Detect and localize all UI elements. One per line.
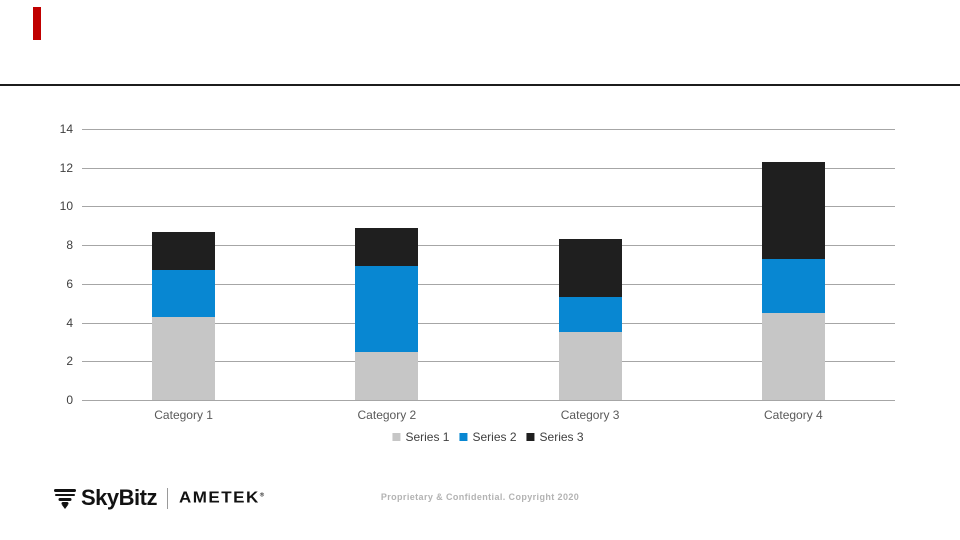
gridline — [82, 245, 895, 247]
bar-segment-series-1 — [152, 316, 216, 400]
bar-segment-series-3 — [355, 227, 419, 267]
legend-item: Series 1 — [392, 430, 449, 444]
legend-label: Series 1 — [405, 430, 450, 444]
bar-segment-series-2 — [152, 270, 216, 317]
category-label: Category 2 — [357, 408, 417, 422]
y-axis-tick-label: 6 — [66, 276, 73, 291]
legend-marker — [459, 433, 468, 441]
bar-segment-series-1 — [355, 351, 419, 400]
gridline — [82, 129, 895, 130]
y-axis-tick-label: 14 — [59, 122, 73, 136]
bar-segment-series-2 — [355, 266, 419, 352]
y-axis-tick-label: 8 — [66, 238, 73, 253]
stacked-bar-chart: 0 2 4 6 8 10 12 14 Category 1 Category 2 Category … — [59, 122, 895, 422]
y-axis-tick-label: 4 — [66, 315, 73, 330]
gridline — [82, 167, 895, 169]
bar-segment-series-3 — [558, 239, 622, 298]
skybitz-logo-text: SkyBitz — [81, 485, 157, 510]
bar-segment-series-3 — [152, 231, 216, 271]
gridline — [82, 322, 895, 324]
footer-logos: SkyBitz AMETEK® — [54, 484, 264, 512]
category-label: Category 3 — [560, 408, 620, 422]
legend-marker — [392, 433, 401, 441]
category-label: Category 4 — [764, 408, 823, 422]
ametek-logo-text: AMETEK® — [178, 488, 265, 507]
confidentiality-notice: Proprietary & Confidential. Copyright 20… — [380, 492, 580, 502]
legend-item: Series 2 — [459, 430, 517, 444]
registered-trademark: ® — [259, 492, 265, 499]
bar-segment-series-3 — [761, 161, 825, 259]
gridline — [82, 283, 895, 285]
gridline — [82, 206, 895, 208]
category-label: Category 1 — [154, 408, 213, 422]
skybitz-signal-icon — [54, 488, 76, 509]
y-axis-tick-label: 2 — [66, 354, 73, 369]
gridline — [82, 361, 895, 363]
y-axis-tick-label: 0 — [66, 393, 73, 407]
bar-segment-series-1 — [558, 332, 622, 400]
gridline — [82, 400, 895, 401]
legend-item: Series 3 — [526, 430, 584, 444]
legend-label: Series 2 — [472, 430, 517, 444]
bar-segment-series-2 — [761, 258, 825, 313]
legend-label: Series 3 — [539, 430, 584, 444]
y-axis-tick-label: 12 — [59, 160, 73, 175]
legend-marker — [526, 433, 535, 441]
accent-bar — [33, 7, 41, 40]
header-divider — [0, 84, 960, 86]
bar-segment-series-2 — [558, 297, 622, 333]
y-axis-tick-label: 10 — [59, 199, 73, 214]
logo-divider — [166, 487, 168, 509]
chart-legend: Series 1 Series 2 Series 3 — [392, 430, 584, 444]
bar-segment-series-1 — [761, 312, 825, 400]
